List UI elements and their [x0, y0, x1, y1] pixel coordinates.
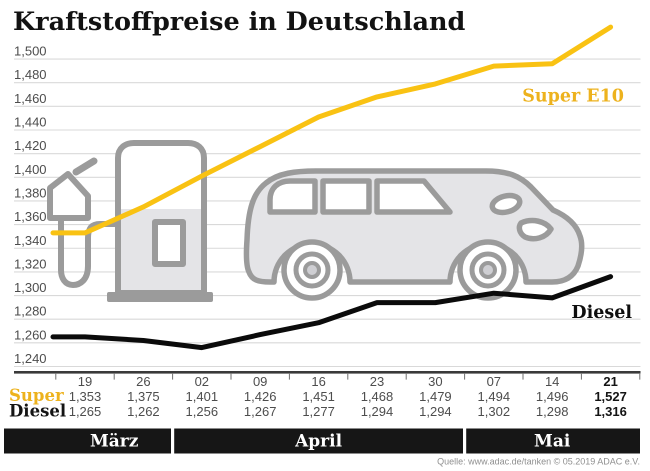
y-axis-tick-label: 1,240	[14, 351, 47, 366]
diesel-value: 1,277	[302, 404, 335, 419]
car-front-wheel	[457, 239, 519, 301]
super-value: 1,426	[244, 389, 277, 404]
super-value: 1,494	[478, 389, 511, 404]
date-label: 16	[311, 374, 325, 389]
date-label: 02	[195, 374, 209, 389]
super-value: 1,468	[361, 389, 394, 404]
super-value: 1,496	[536, 389, 569, 404]
diesel-value: 1,302	[478, 404, 511, 419]
month-bands: März April Mai	[4, 428, 640, 454]
car-rear-window	[267, 178, 318, 215]
diesel-value: 1,294	[419, 404, 452, 419]
diesel-value: 1,262	[127, 404, 160, 419]
super-value: 1,451	[302, 389, 335, 404]
y-axis-tick-label: 1,460	[14, 91, 47, 106]
y-axis-tick-label: 1,360	[14, 209, 47, 224]
y-axis-tick-label: 1,340	[14, 233, 47, 248]
car-front-window	[374, 178, 453, 215]
series-label-super-e10: Super E10	[522, 87, 624, 107]
row-label-diesel: Diesel	[9, 402, 66, 421]
y-axis-tick-label: 1,480	[14, 67, 47, 82]
month-band	[466, 428, 640, 454]
row-label-super: Super	[9, 386, 64, 405]
price-lines	[50, 24, 614, 351]
date-label: 23	[370, 374, 384, 389]
y-axis-labels: 1,500 1,480 1,460 1,440 1,420 1,400 1,380 1,360…	[14, 44, 47, 366]
page-title: Kraftstoffpreise in Deutschland	[13, 7, 466, 37]
y-axis-tick-label: 1,380	[14, 185, 47, 200]
month-band	[4, 428, 171, 454]
y-axis-tick-label: 1,320	[14, 256, 47, 271]
price-table: 19 26 02 09 16 23 30 07 14 21 1,353 1,375 1,401 1,426…	[69, 374, 627, 419]
date-label: 26	[136, 374, 150, 389]
x-axis	[14, 371, 641, 380]
diesel-price-line	[50, 274, 614, 351]
super-value: 1,401	[186, 389, 219, 404]
date-label: 21	[603, 374, 617, 389]
super-value: 1,527	[594, 389, 627, 404]
date-label: 14	[545, 374, 559, 389]
series-label-diesel: Diesel	[571, 303, 632, 323]
month-band	[174, 428, 463, 454]
date-label: 09	[253, 374, 267, 389]
diesel-value: 1,267	[244, 404, 277, 419]
date-label: 19	[78, 374, 92, 389]
diesel-value: 1,265	[69, 404, 102, 419]
super-price-line	[50, 24, 614, 236]
car-icon	[243, 168, 585, 301]
car-rear-wheel	[281, 239, 343, 301]
super-value: 1,375	[127, 389, 160, 404]
diesel-value: 1,294	[361, 404, 394, 419]
car-middle-window	[320, 178, 372, 215]
diesel-value: 1,316	[594, 404, 627, 419]
x-axis-line	[14, 371, 641, 374]
source-credit: Quelle: www.adac.de/tanken © 05.2019 ADA…	[437, 457, 640, 467]
month-label: März	[90, 431, 139, 451]
car-headlight	[516, 217, 554, 242]
month-label: April	[294, 431, 342, 451]
date-label: 07	[487, 374, 501, 389]
super-value: 1,353	[69, 389, 102, 404]
y-axis-tick-label: 1,440	[14, 115, 47, 130]
y-axis-tick-label: 1,260	[14, 327, 47, 342]
super-value: 1,479	[419, 389, 452, 404]
diesel-value: 1,298	[536, 404, 569, 419]
month-label: Mai	[534, 431, 571, 451]
y-axis-tick-label: 1,420	[14, 138, 47, 153]
fuel-pump-icon	[47, 140, 213, 302]
car-mirror	[489, 192, 523, 216]
y-axis-tick-label: 1,300	[14, 280, 47, 295]
y-axis-tick-label: 1,400	[14, 162, 47, 177]
y-axis-tick-label: 1,280	[14, 304, 47, 319]
diesel-value: 1,256	[186, 404, 219, 419]
date-label: 30	[428, 374, 442, 389]
y-axis-tick-label: 1,500	[14, 44, 47, 59]
